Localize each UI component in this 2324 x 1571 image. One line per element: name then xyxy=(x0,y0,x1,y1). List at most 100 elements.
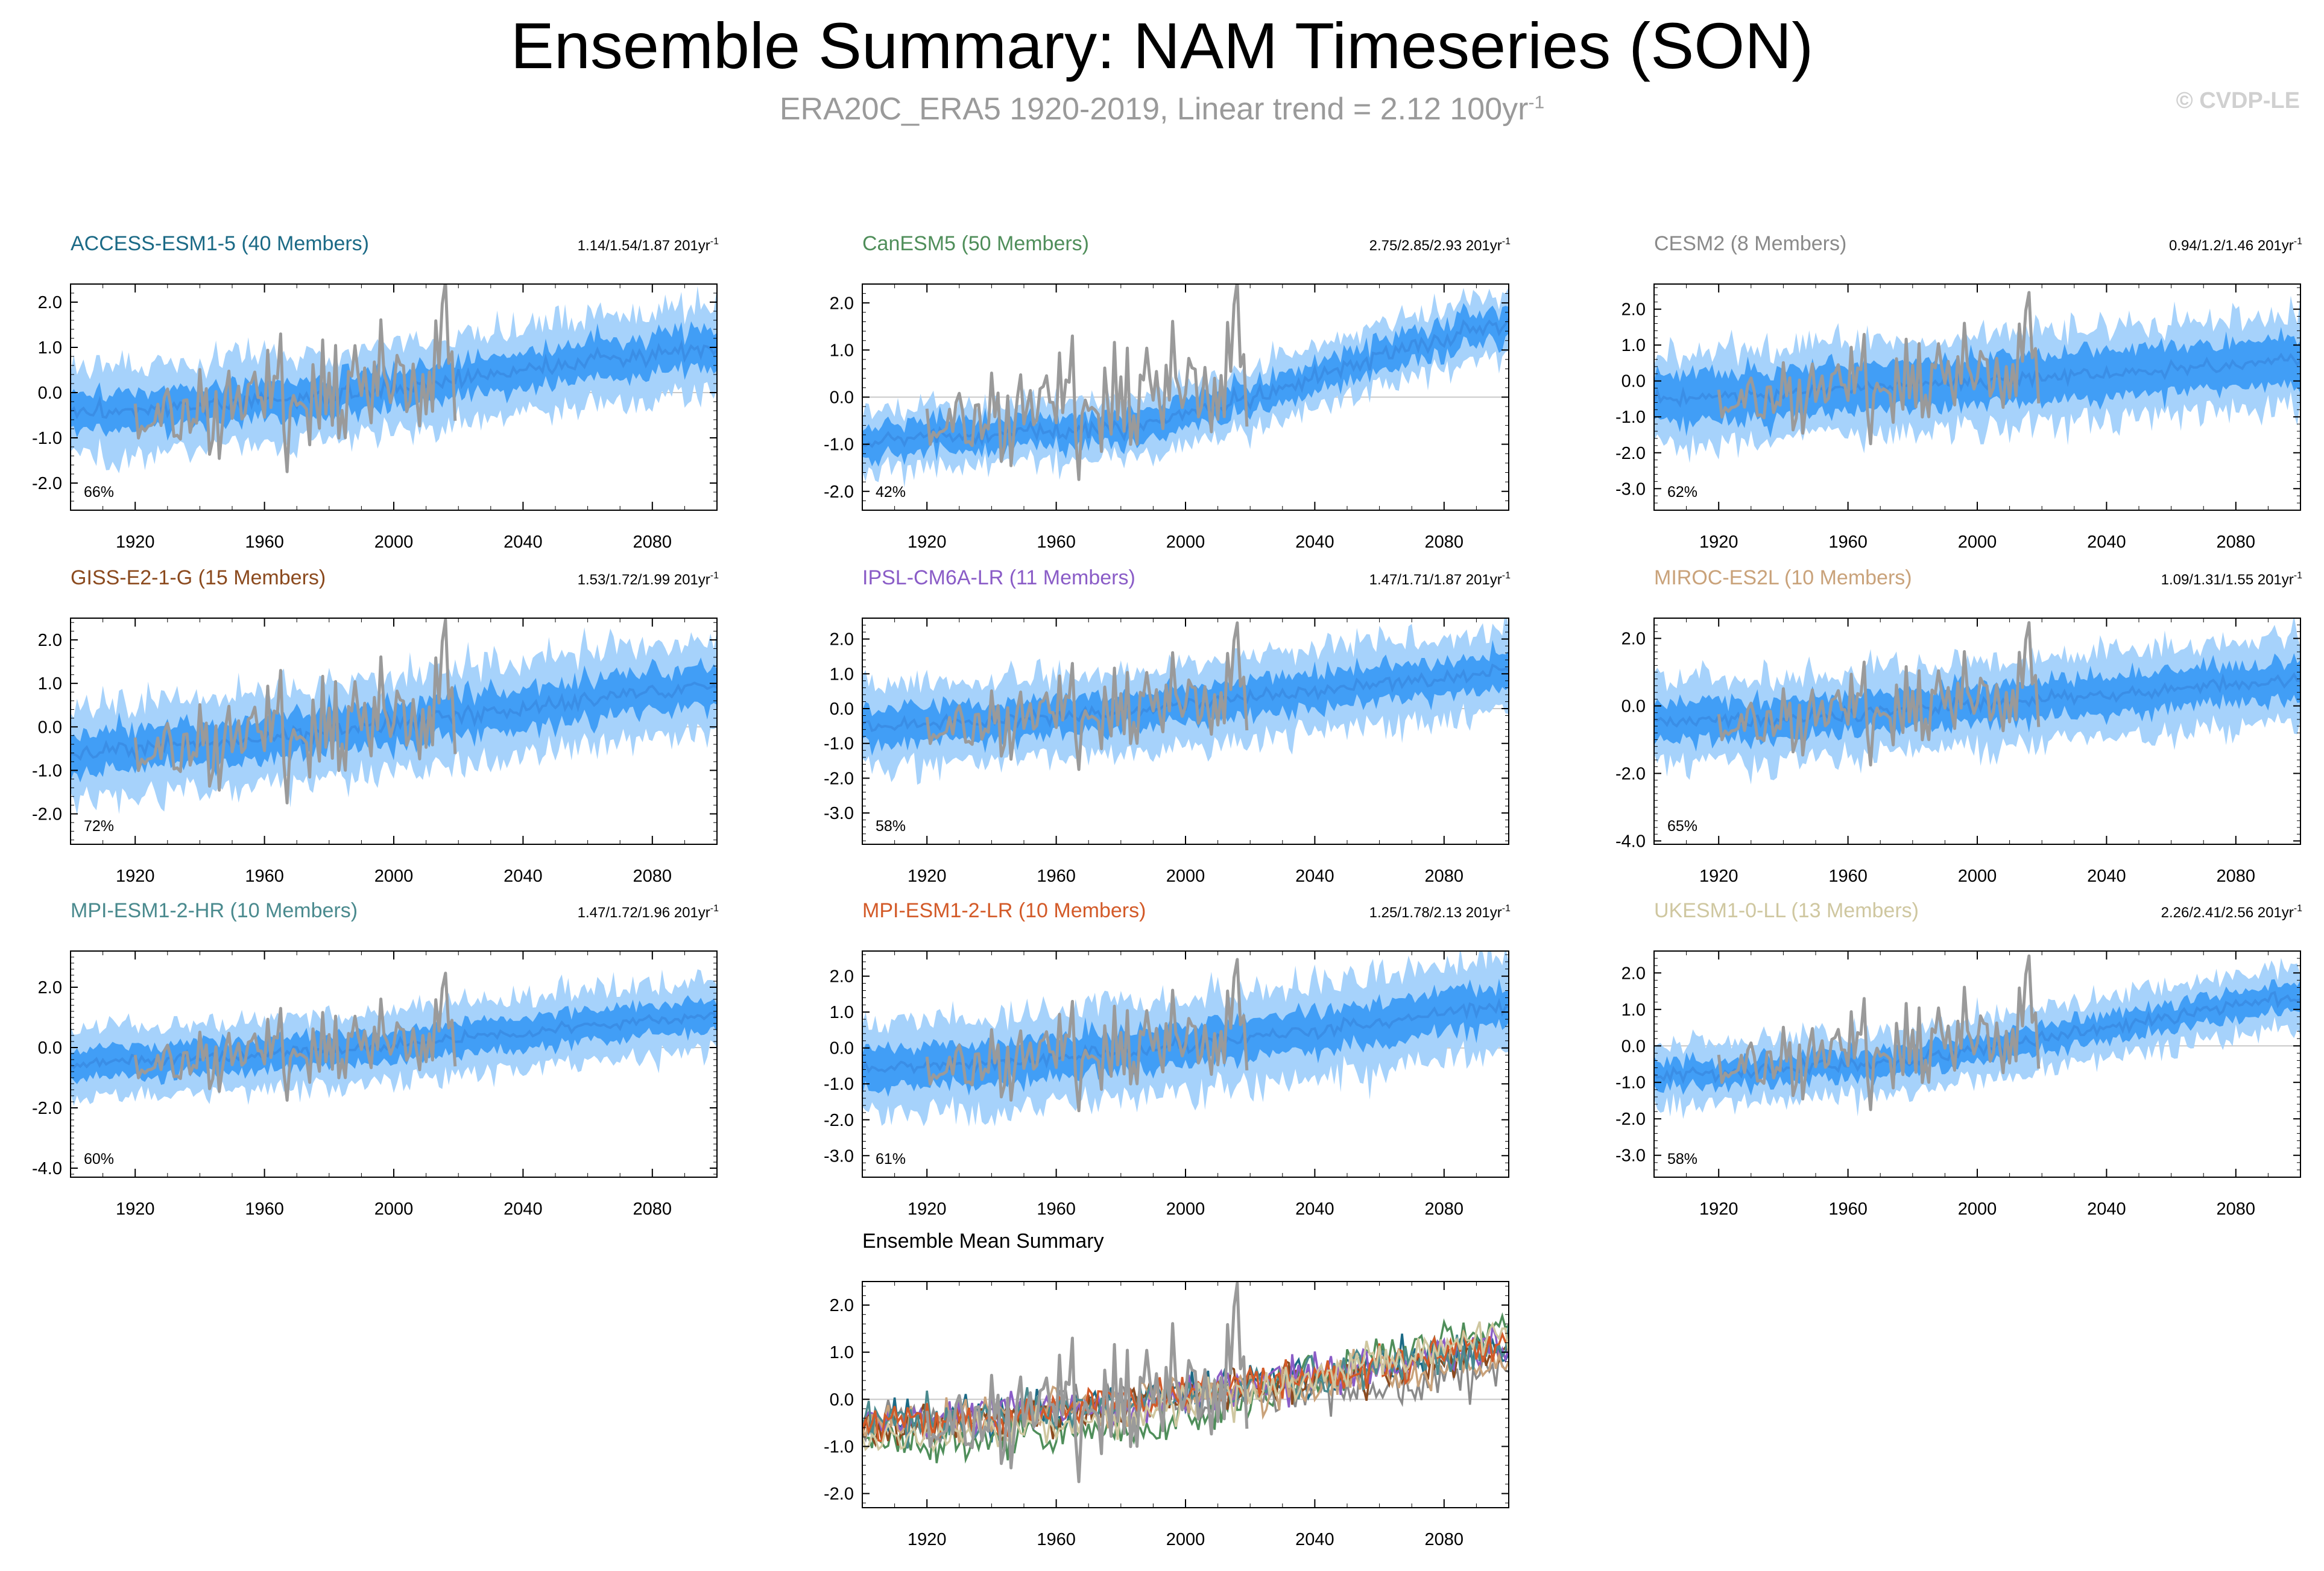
panel-trend-label: 1.09/1.31/1.55 201yr-1 xyxy=(2161,571,2303,588)
model-mean-line-8 xyxy=(862,1330,1509,1443)
x-tick-label: 1920 xyxy=(908,867,947,886)
x-tick-label: 2080 xyxy=(1425,867,1464,886)
x-tick-label: 2080 xyxy=(2217,1200,2256,1219)
chart-panel-3: CESM2 (8 Members) 0.94/1.2/1.46 201yr-1 2.… xyxy=(1615,232,2302,552)
x-tick-label: 2040 xyxy=(504,533,543,552)
y-tick-label: 0.0 xyxy=(38,718,62,737)
y-tick-label: 2.0 xyxy=(38,978,62,997)
y-tick-label: 2.0 xyxy=(38,631,62,650)
trend-exponent: -1 xyxy=(1502,571,1511,581)
ensemble-interquartile-band xyxy=(862,303,1509,467)
subtitle-exponent: -1 xyxy=(1528,92,1545,113)
y-tick-label: -1.0 xyxy=(824,435,854,455)
figure-title: Ensemble Summary: NAM Timeseries (SON) xyxy=(510,9,1814,82)
chart-panel-4: GISS-E2-1-G (15 Members) 1.53/1.72/1.99 2… xyxy=(32,566,719,886)
plot-area xyxy=(71,969,717,1107)
y-tick-label: 0.0 xyxy=(38,384,62,403)
x-tick-label: 1920 xyxy=(908,1530,947,1549)
x-tick-label: 2040 xyxy=(1295,867,1334,886)
x-tick-label: 2080 xyxy=(1425,1530,1464,1549)
x-tick-label: 1960 xyxy=(245,1200,284,1219)
ensemble-mean-line xyxy=(1654,352,2300,408)
panel-title: MPI-ESM1-2-LR (10 Members) xyxy=(862,899,1146,922)
observations-line xyxy=(925,1282,1249,1484)
trend-exponent: -1 xyxy=(710,903,719,914)
chart-panel-6: MIROC-ES2L (10 Members) 1.09/1.31/1.55 20… xyxy=(1615,566,2302,886)
y-tick-label: 0.0 xyxy=(1621,372,1646,391)
y-tick-label: -1.0 xyxy=(1615,1073,1646,1093)
y-tick-label: -4.0 xyxy=(1615,832,1646,851)
trend-text: 1.47/1.72/1.96 201yr xyxy=(578,905,710,921)
y-tick-label: 1.0 xyxy=(38,674,62,694)
observations-line xyxy=(925,621,1249,771)
panel-title: UKESM1-0-LL (13 Members) xyxy=(1654,899,1919,922)
x-tick-label: 2040 xyxy=(2087,533,2126,552)
chart-panel-5: IPSL-CM6A-LR (11 Members) 1.47/1.71/1.87 … xyxy=(824,566,1511,886)
x-tick-label: 2040 xyxy=(504,1200,543,1219)
x-tick-label: 2000 xyxy=(1166,1530,1205,1549)
y-tick-label: -2.0 xyxy=(824,769,854,788)
y-tick-label: -3.0 xyxy=(824,804,854,823)
chart-panel-7: MPI-ESM1-2-HR (10 Members) 1.47/1.72/1.96… xyxy=(32,899,719,1219)
x-tick-label: 1960 xyxy=(245,867,284,886)
plot-area xyxy=(862,618,1509,785)
trend-exponent: -1 xyxy=(1502,236,1511,247)
panel-percent-label: 66% xyxy=(84,484,114,501)
x-tick-label: 2000 xyxy=(1166,533,1205,552)
plot-area xyxy=(1654,291,2300,463)
observations-line xyxy=(925,284,1249,481)
panel-title: CESM2 (8 Members) xyxy=(1654,232,1846,255)
y-tick-label: -2.0 xyxy=(32,474,62,493)
panel-title: GISS-E2-1-G (15 Members) xyxy=(71,566,326,589)
chart-panel-1: ACCESS-ESM1-5 (40 Members) 1.14/1.54/1.87… xyxy=(32,232,719,552)
plot-area xyxy=(862,951,1509,1127)
y-tick-label: -2.0 xyxy=(824,1111,854,1130)
panel-percent-label: 42% xyxy=(876,484,906,501)
trend-text: 1.14/1.54/1.87 201yr xyxy=(578,238,710,254)
x-tick-label: 2040 xyxy=(1295,533,1334,552)
x-tick-label: 2040 xyxy=(504,867,543,886)
observations-line xyxy=(1717,621,2041,767)
plot-area xyxy=(862,284,1509,488)
y-tick-label: -2.0 xyxy=(1615,1110,1646,1129)
panel-title: IPSL-CM6A-LR (11 Members) xyxy=(862,566,1135,589)
x-tick-label: 1920 xyxy=(116,867,155,886)
panel-title: ACCESS-ESM1-5 (40 Members) xyxy=(71,232,369,255)
panel-percent-label: 61% xyxy=(876,1151,906,1168)
panel-percent-label: 60% xyxy=(84,1151,114,1168)
panel-title: CanESM5 (50 Members) xyxy=(862,232,1089,255)
plot-area xyxy=(1654,618,2300,785)
x-tick-label: 1960 xyxy=(1037,533,1076,552)
panel-percent-label: 58% xyxy=(1667,1151,1697,1168)
plot-area xyxy=(71,284,717,473)
y-tick-label: -3.0 xyxy=(824,1146,854,1166)
y-tick-label: -3.0 xyxy=(1615,479,1646,499)
x-tick-label: 1920 xyxy=(1699,533,1738,552)
y-tick-label: 1.0 xyxy=(830,341,854,360)
x-tick-label: 2000 xyxy=(374,1200,414,1219)
y-tick-label: 2.0 xyxy=(830,630,854,650)
x-tick-label: 1920 xyxy=(908,533,947,552)
x-tick-label: 1960 xyxy=(245,533,284,552)
observations-line xyxy=(1717,954,2041,1111)
y-tick-label: 1.0 xyxy=(1621,336,1646,355)
x-tick-label: 2080 xyxy=(633,867,672,886)
y-tick-label: -1.0 xyxy=(1615,408,1646,427)
observations-line xyxy=(133,972,457,1102)
trend-exponent: -1 xyxy=(710,236,719,247)
panel-trend-label: 1.53/1.72/1.99 201yr-1 xyxy=(578,571,719,588)
x-tick-label: 1920 xyxy=(1699,867,1738,886)
y-tick-label: -4.0 xyxy=(32,1159,62,1178)
x-tick-label: 1920 xyxy=(908,1200,947,1219)
trend-text: 2.26/2.41/2.56 201yr xyxy=(2161,905,2294,921)
panel-trend-label: 1.47/1.71/1.87 201yr-1 xyxy=(1369,571,1511,588)
trend-text: 1.25/1.78/2.13 201yr xyxy=(1369,905,1502,921)
chart-panel-8: MPI-ESM1-2-LR (10 Members) 1.25/1.78/2.13… xyxy=(824,899,1511,1219)
ensemble-mean-line xyxy=(71,681,717,761)
x-tick-label: 2040 xyxy=(2087,867,2126,886)
y-tick-label: -1.0 xyxy=(824,1075,854,1094)
trend-exponent: -1 xyxy=(2294,571,2302,581)
panel-percent-label: 58% xyxy=(876,818,906,835)
y-tick-label: 0.0 xyxy=(1621,697,1646,716)
